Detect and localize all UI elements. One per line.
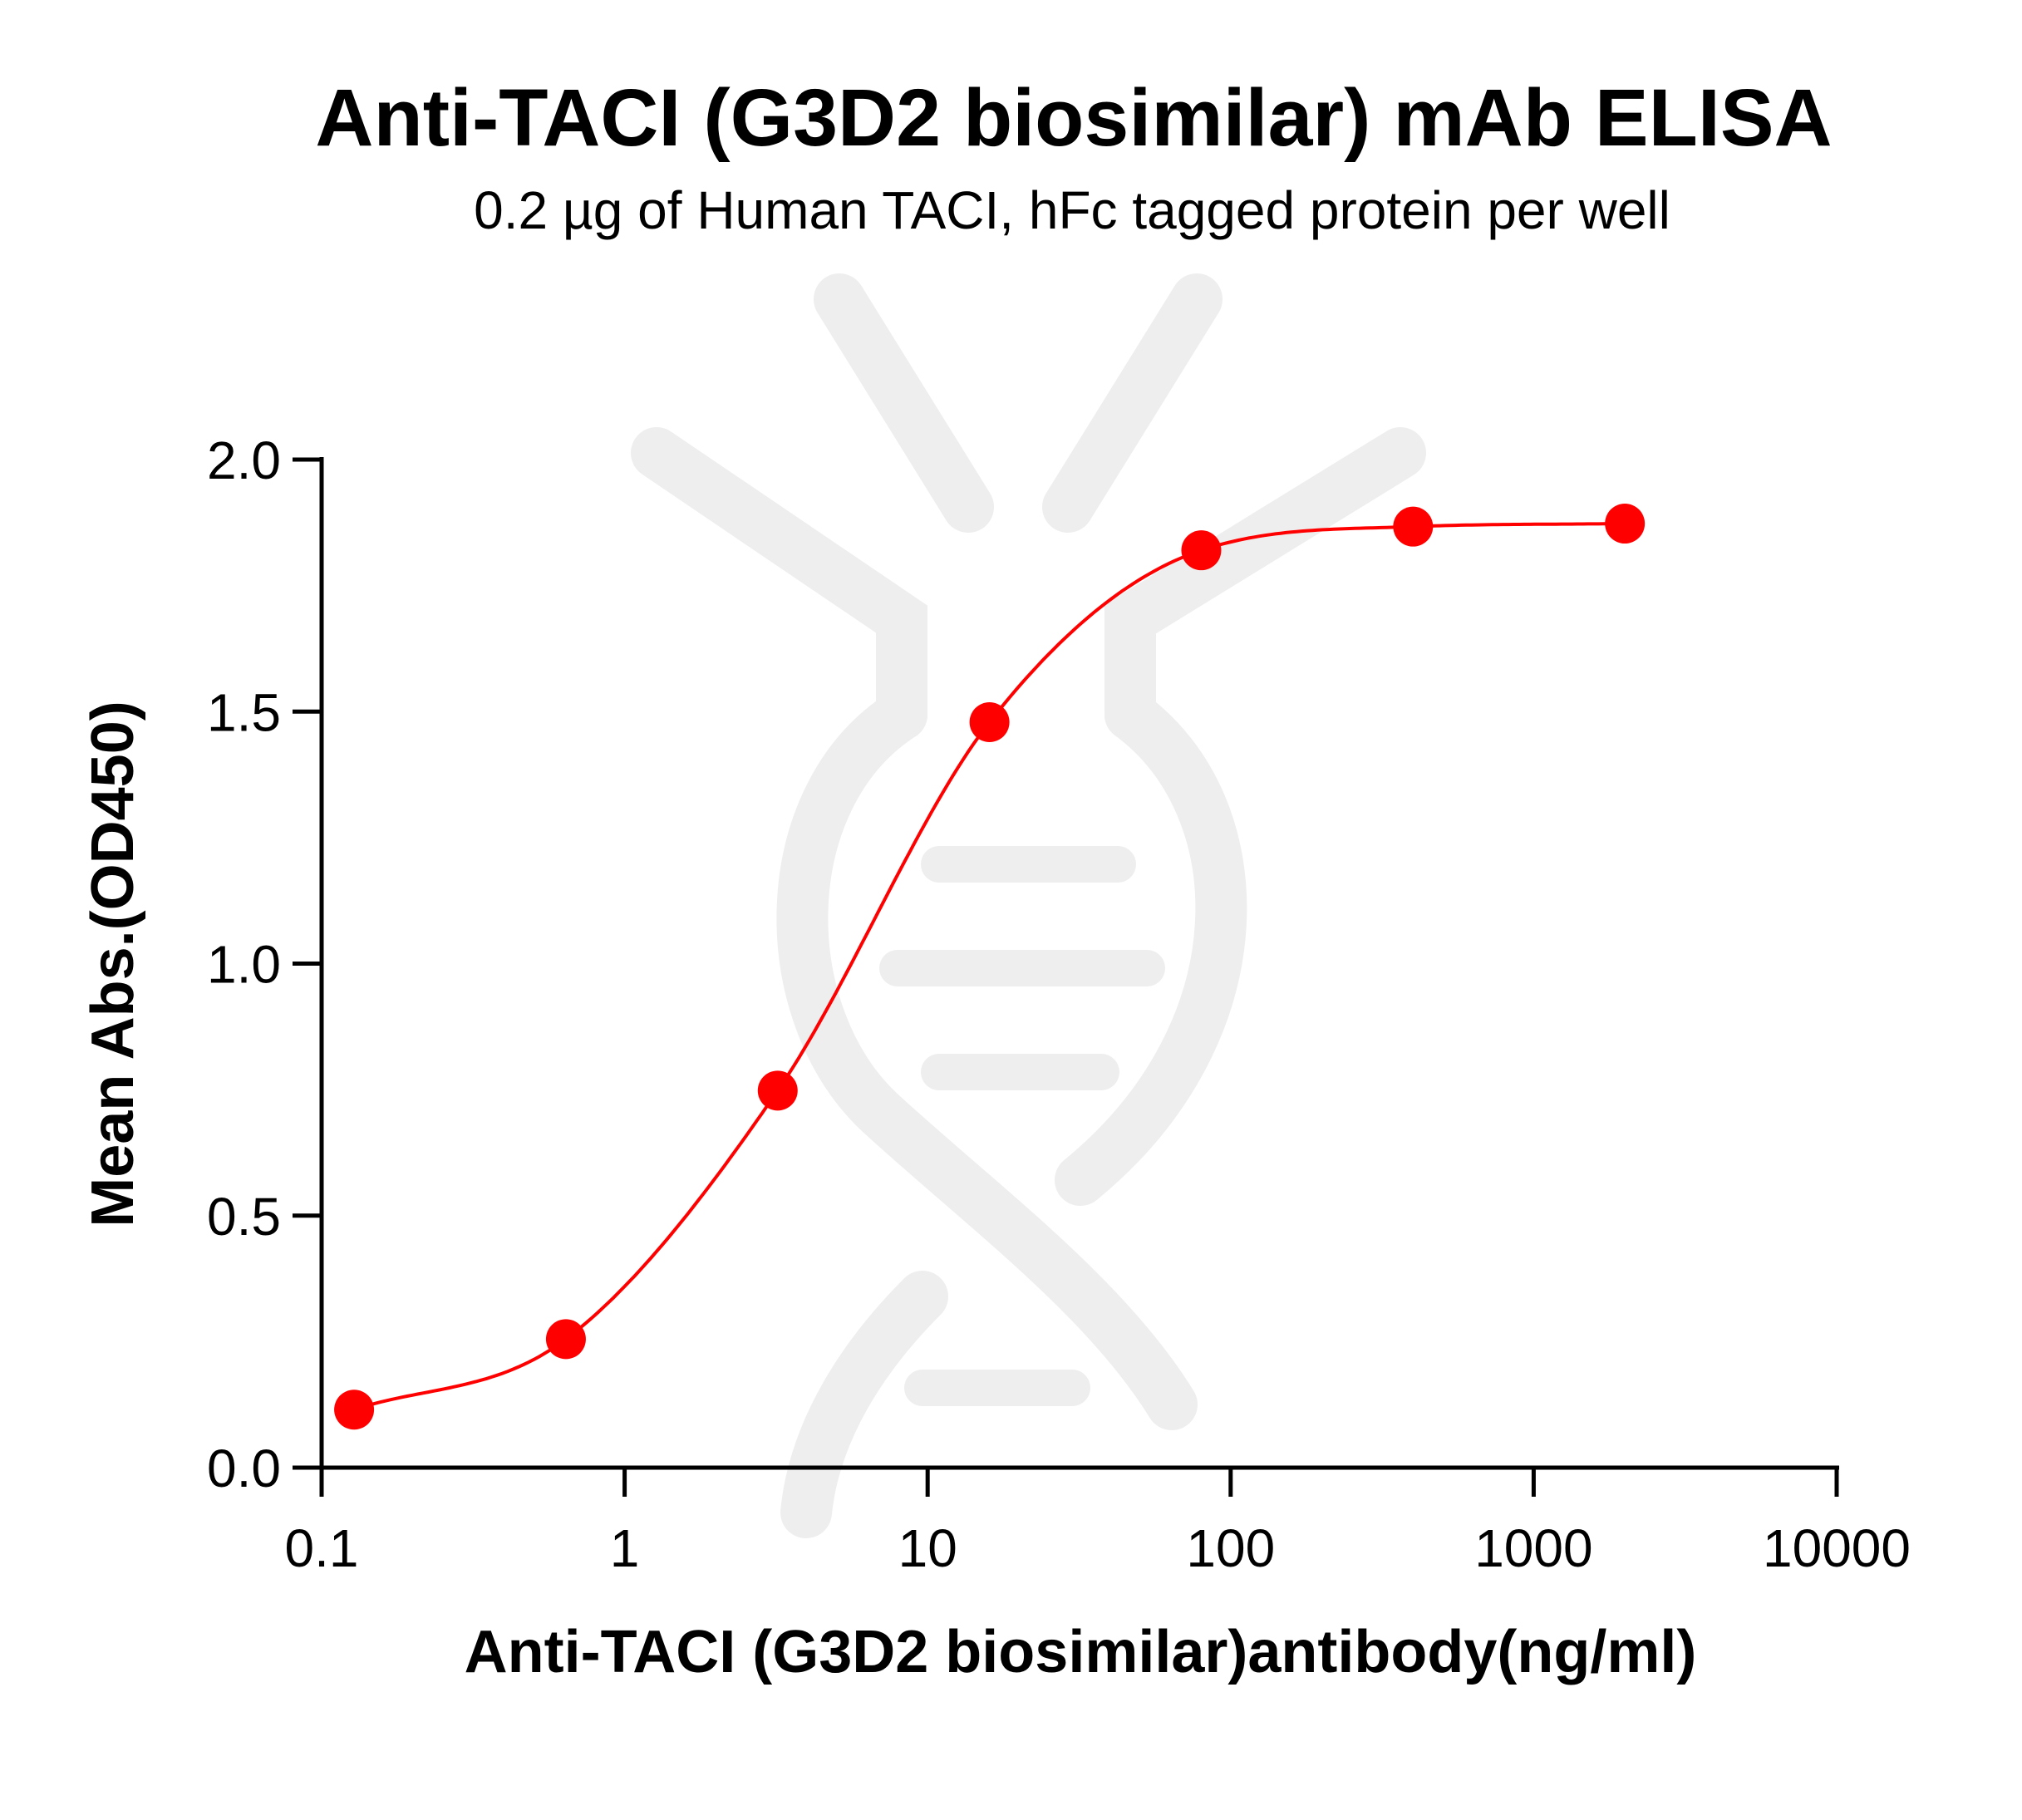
x-tick-label: 10 — [898, 1518, 957, 1578]
x-axis: 0.1 1 10 100 1000 10000 — [285, 1465, 1911, 1578]
watermark-logo — [631, 273, 1426, 1538]
chart-title: Anti-TACI (G3D2 biosimilar) mAb ELISA — [315, 72, 1832, 163]
x-tick-label: 0.1 — [285, 1518, 359, 1578]
data-point — [969, 701, 1010, 742]
data-point — [1605, 504, 1646, 544]
x-tick-label: 100 — [1186, 1518, 1275, 1578]
series-1 — [334, 504, 1646, 1430]
data-point — [1181, 530, 1222, 571]
chart-subtitle: 0.2 µg of Human TACI, hFc tagged protein… — [474, 180, 1670, 240]
data-point — [545, 1319, 586, 1360]
data-point — [1393, 506, 1434, 547]
y-tick-label: 0.5 — [207, 1187, 281, 1247]
data-point — [757, 1070, 798, 1111]
y-tick-label: 0.0 — [207, 1439, 281, 1498]
data-point — [334, 1390, 375, 1430]
y-tick-label: 1.5 — [207, 682, 281, 742]
y-tick-label: 2.0 — [207, 430, 281, 490]
x-tick-label: 1000 — [1474, 1518, 1592, 1578]
x-tick-label: 10000 — [1763, 1518, 1911, 1578]
x-axis-label: Anti-TACI (G3D2 biosimilar)antibody(ng/m… — [465, 1619, 1697, 1685]
y-axis: 0.0 0.5 1.0 1.5 2.0 — [207, 430, 324, 1498]
x-tick-label: 1 — [610, 1518, 640, 1578]
y-axis-label: Mean Abs.(OD450) — [80, 701, 146, 1227]
y-tick-label: 1.0 — [207, 935, 281, 995]
